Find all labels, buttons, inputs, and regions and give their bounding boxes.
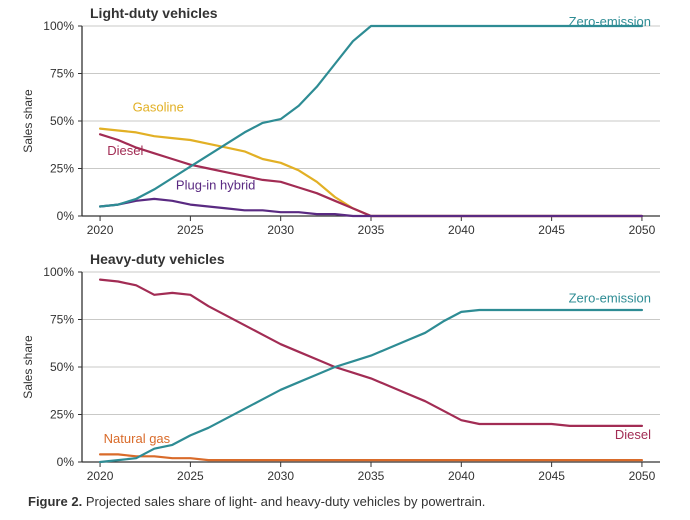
series-line-natural-gas [100, 454, 642, 460]
x-tick-label: 2045 [538, 223, 565, 237]
panel-title: Heavy-duty vehicles [90, 251, 225, 267]
series-label: Zero-emission [569, 290, 651, 305]
x-tick-label: 2050 [629, 223, 656, 237]
x-tick-label: 2020 [87, 469, 114, 483]
y-tick-label: 75% [50, 67, 74, 81]
x-tick-label: 2035 [358, 223, 385, 237]
chart-svg: 0% 25% 50% 75% 100% 2020 2025 2030 2035 2040 2045 2… [0, 0, 690, 515]
caption-text: Projected sales share of light- and heav… [86, 494, 486, 509]
y-tick-label: 100% [43, 19, 74, 33]
series-line-plug-in-hybrid [100, 199, 642, 216]
panel-heavy: 0% 25% 50% 75% 100% 2020 2025 2030 2035 2040 2045 2… [21, 251, 660, 483]
x-tick-label: 2020 [87, 223, 114, 237]
y-axis-label: Sales share [21, 89, 35, 153]
x-tick-label: 2025 [177, 223, 204, 237]
y-tick-label: 50% [50, 360, 74, 374]
y-axis-label: Sales share [21, 335, 35, 399]
series-line-diesel [100, 280, 642, 426]
series-label: Plug-in hybrid [176, 177, 256, 192]
panel-title: Light-duty vehicles [90, 5, 218, 21]
series-label: Natural gas [104, 431, 171, 446]
x-tick-label: 2045 [538, 469, 565, 483]
x-tick-label: 2040 [448, 469, 475, 483]
y-tick-label: 25% [50, 408, 74, 422]
figure-container: 0% 25% 50% 75% 100% 2020 2025 2030 2035 2040 2045 2… [0, 0, 690, 515]
x-tick-label: 2040 [448, 223, 475, 237]
series-label: Diesel [615, 427, 651, 442]
x-tick-label: 2035 [358, 469, 385, 483]
panel-light: 0% 25% 50% 75% 100% 2020 2025 2030 2035 2040 2045 2… [21, 5, 660, 237]
series-line-zero-emission [100, 310, 642, 462]
y-tick-label: 75% [50, 313, 74, 327]
y-tick-label: 0% [57, 455, 75, 469]
series-label: Zero-emission [569, 14, 651, 29]
y-tick-label: 50% [50, 114, 74, 128]
x-tick-label: 2030 [267, 223, 294, 237]
x-tick-label: 2025 [177, 469, 204, 483]
y-tick-label: 100% [43, 265, 74, 279]
caption-label: Figure 2. [28, 494, 82, 509]
x-tick-label: 2050 [629, 469, 656, 483]
series-label: Gasoline [133, 100, 184, 115]
figure-caption: Figure 2. Projected sales share of light… [28, 494, 485, 509]
x-tick-label: 2030 [267, 469, 294, 483]
series-label: Diesel [107, 143, 143, 158]
y-tick-label: 0% [57, 209, 75, 223]
y-tick-label: 25% [50, 162, 74, 176]
